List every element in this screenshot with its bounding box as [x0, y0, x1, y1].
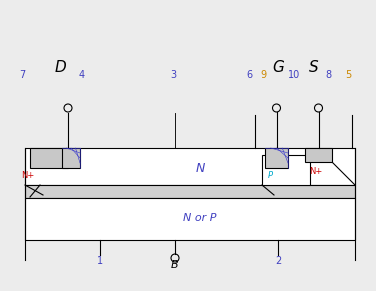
Text: S: S: [309, 61, 319, 75]
Bar: [25, 148, 355, 185]
Text: N or P: N or P: [183, 213, 217, 223]
Text: 8: 8: [325, 70, 331, 80]
Bar: [62, 148, 80, 168]
Bar: [262, 155, 310, 185]
Bar: [305, 148, 332, 162]
Text: N+: N+: [21, 171, 35, 180]
Text: 2: 2: [275, 256, 281, 266]
Text: 4: 4: [79, 70, 85, 80]
Text: P: P: [267, 171, 273, 180]
Text: 3: 3: [170, 70, 176, 80]
Text: D: D: [54, 61, 66, 75]
Text: N: N: [195, 162, 205, 175]
Bar: [25, 185, 355, 198]
Bar: [25, 198, 355, 240]
Bar: [30, 148, 68, 168]
Text: B: B: [171, 260, 179, 270]
Text: 7: 7: [19, 70, 25, 80]
Text: G: G: [272, 61, 284, 75]
Bar: [265, 148, 288, 168]
Text: 5: 5: [345, 70, 351, 80]
Text: 10: 10: [288, 70, 300, 80]
Text: 1: 1: [97, 256, 103, 266]
Text: 9: 9: [260, 70, 266, 80]
Text: 6: 6: [246, 70, 252, 80]
Text: N+: N+: [309, 168, 323, 177]
